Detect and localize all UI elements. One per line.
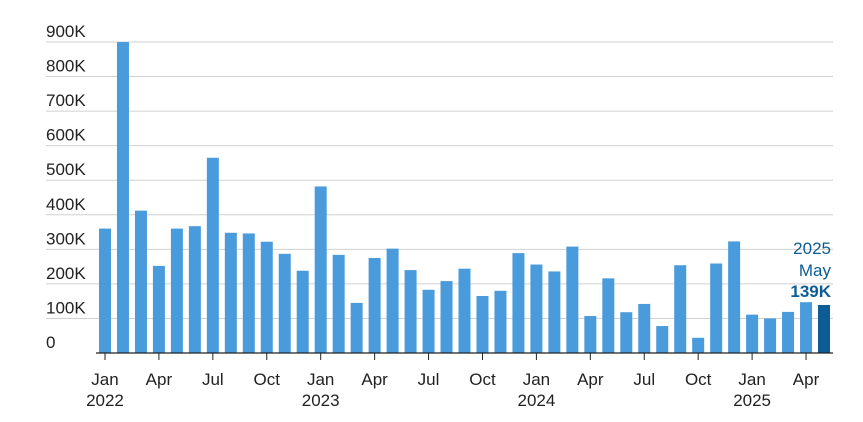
x-tick-year: 2023 xyxy=(302,391,340,410)
bar xyxy=(710,263,723,353)
x-tick-year: 2022 xyxy=(86,391,124,410)
bar xyxy=(350,302,363,353)
x-tick-month: Apr xyxy=(146,370,173,389)
y-tick-label: 200K xyxy=(46,264,86,283)
bar xyxy=(206,157,219,353)
y-tick-label: 600K xyxy=(46,126,86,145)
annotation-month: May xyxy=(799,261,832,280)
bar xyxy=(296,270,309,353)
x-tick-month: Jan xyxy=(738,370,765,389)
bar xyxy=(386,248,399,353)
bar-highlighted xyxy=(818,304,831,353)
y-tick-label: 0 xyxy=(46,333,55,352)
bar xyxy=(314,186,327,353)
bar xyxy=(674,265,687,353)
bar xyxy=(332,254,345,353)
bar xyxy=(422,289,435,353)
x-tick-year: 2025 xyxy=(733,391,771,410)
bar xyxy=(440,281,453,353)
bars xyxy=(98,42,831,353)
bar xyxy=(638,303,651,353)
y-tick-label: 400K xyxy=(46,195,86,214)
bar xyxy=(368,257,381,353)
annotation-year: 2025 xyxy=(793,239,831,258)
x-tick-month: Apr xyxy=(793,370,820,389)
bar xyxy=(746,314,759,353)
y-tick-label: 800K xyxy=(46,57,86,76)
bar xyxy=(512,253,525,353)
x-tick-month: Apr xyxy=(577,370,604,389)
bar xyxy=(476,295,489,353)
x-tick-month: Jan xyxy=(523,370,550,389)
bar xyxy=(260,241,273,353)
bar xyxy=(98,228,111,353)
x-tick-month: Jul xyxy=(418,370,440,389)
y-tick-label: 300K xyxy=(46,229,86,248)
x-tick-month: Apr xyxy=(361,370,388,389)
y-tick-label: 100K xyxy=(46,298,86,317)
bar xyxy=(620,312,633,353)
x-tick-month: Jan xyxy=(307,370,334,389)
bar xyxy=(404,270,417,353)
bar xyxy=(458,268,471,353)
x-tick-month: Oct xyxy=(254,370,281,389)
bar xyxy=(278,253,291,353)
x-tick-month: Jan xyxy=(91,370,118,389)
x-axis-labels: Jan 2022 Apr Jul Oct Jan 2023 Apr Jul Oct Jan 2024 A… xyxy=(86,370,820,410)
bar xyxy=(242,233,255,353)
bar xyxy=(692,337,705,353)
bar xyxy=(800,302,813,353)
bar xyxy=(782,311,795,353)
bar xyxy=(116,42,129,353)
y-tick-label: 500K xyxy=(46,160,86,179)
latest-value-annotation: 2025 May 139K xyxy=(790,239,831,301)
bar xyxy=(224,232,237,353)
x-tick-month: Oct xyxy=(685,370,712,389)
bar xyxy=(188,226,201,353)
bar xyxy=(764,318,777,353)
bar xyxy=(494,290,507,353)
bar xyxy=(152,265,165,353)
bar xyxy=(134,210,147,353)
x-tick-year: 2024 xyxy=(517,391,555,410)
bar xyxy=(656,326,669,353)
bar xyxy=(566,246,579,353)
bar xyxy=(584,316,597,353)
bar xyxy=(530,264,543,353)
bar xyxy=(602,278,615,353)
x-tick-month: Jul xyxy=(633,370,655,389)
y-tick-label: 700K xyxy=(46,91,86,110)
annotation-value: 139K xyxy=(790,282,831,301)
y-tick-label: 900K xyxy=(46,22,86,41)
x-tick-month: Jul xyxy=(202,370,224,389)
bar xyxy=(170,228,183,353)
x-axis xyxy=(96,352,833,360)
x-tick-month: Oct xyxy=(469,370,496,389)
y-axis-labels: 0 100K 200K 300K 400K 500K 600K 700K 800K 900K xyxy=(46,22,86,352)
bar xyxy=(728,241,741,353)
bar xyxy=(548,271,561,353)
